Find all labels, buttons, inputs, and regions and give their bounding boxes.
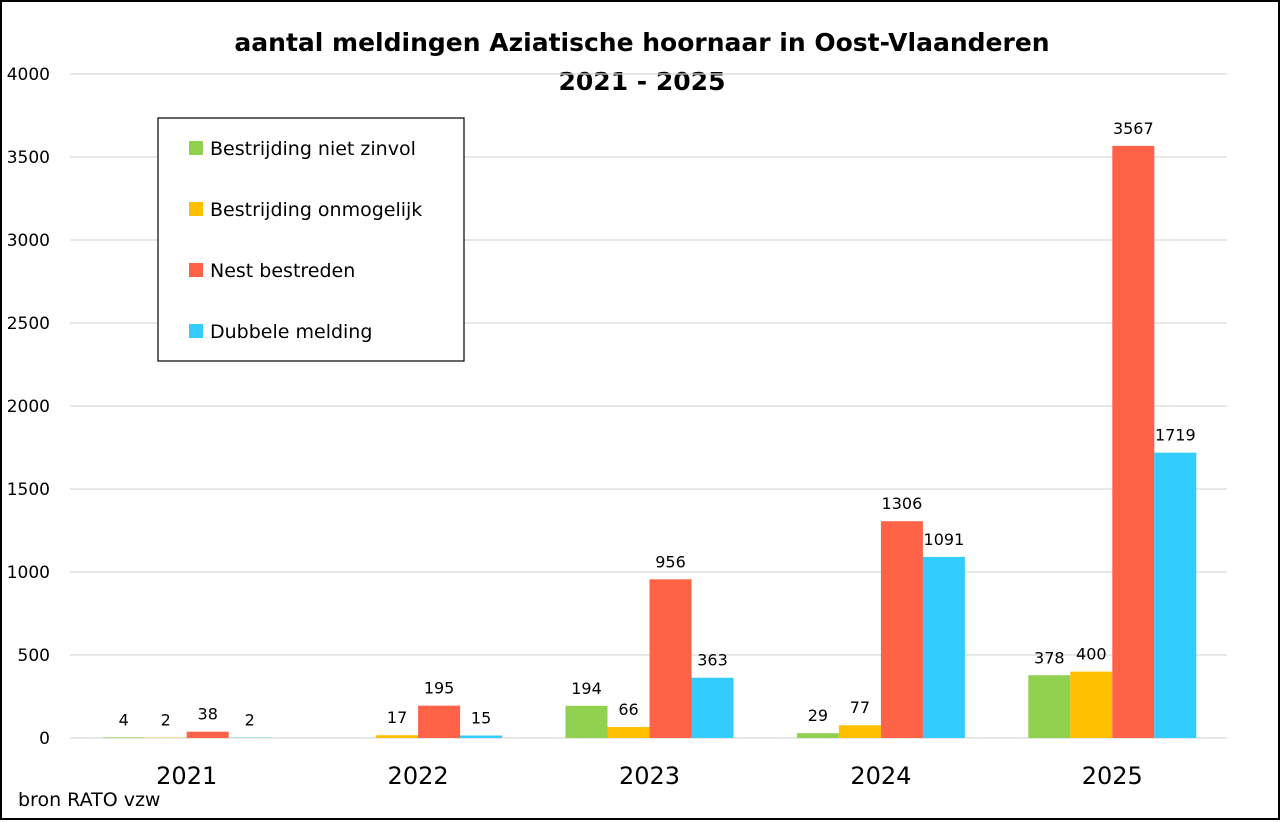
y-tick-label: 1000 [7,563,50,583]
data-label: 1091 [924,530,965,549]
x-tick-label: 2025 [1082,762,1143,790]
bar [1112,146,1154,738]
data-label: 4 [119,710,129,729]
legend-entry: Dubbele melding [210,321,372,343]
data-label: 363 [697,651,728,670]
data-label: 3567 [1113,119,1154,138]
source-note: bron RATO vzw [18,789,160,811]
y-tick-label: 4000 [7,65,50,85]
data-label: 2 [245,711,255,730]
y-tick-label: 1500 [7,480,50,500]
data-label: 77 [850,698,870,717]
data-label: 194 [571,679,602,698]
bar [797,733,839,738]
data-label: 2 [161,711,171,730]
data-label: 17 [387,708,407,727]
y-tick-label: 2000 [7,397,50,417]
bar [608,727,650,738]
legend-entry: Bestrijding niet zinvol [210,138,416,160]
bar [1070,672,1112,738]
bar [566,706,608,738]
y-tick-label: 3500 [7,148,50,168]
data-label: 1306 [882,494,923,513]
bar [418,706,460,738]
legend-swatch [189,141,203,155]
bar [460,736,502,738]
legend-entry: Bestrijding onmogelijk [210,199,422,221]
chart-subtitle: 2021 - 2025 [559,67,726,96]
legend-entry: Nest bestreden [210,260,355,282]
y-tick-label: 500 [18,646,50,666]
bar [923,557,965,738]
data-label: 378 [1034,648,1065,667]
data-label: 400 [1076,645,1107,664]
x-tick-label: 2023 [619,762,680,790]
bar [692,678,734,738]
data-label: 66 [618,700,638,719]
bar [1028,675,1070,738]
legend-swatch [189,263,203,277]
legend: Bestrijding niet zinvol Bestrijding onmog… [158,118,464,361]
bar [103,737,145,738]
y-tick-label: 3000 [7,231,50,251]
y-tick-label: 2500 [7,314,50,334]
bar [839,725,881,738]
data-label: 29 [808,706,828,725]
x-tick-label: 2021 [156,762,217,790]
bar [1154,453,1196,738]
bar [187,732,229,738]
legend-swatch [189,324,203,338]
data-label: 195 [424,679,455,698]
x-tick-label: 2024 [850,762,911,790]
bar [650,579,692,738]
data-label: 956 [655,552,686,571]
bar [881,521,923,738]
bar [376,735,418,738]
legend-swatch [189,202,203,216]
y-tick-label: 0 [39,729,50,749]
chart-title: aantal meldingen Aziatische hoornaar in … [234,28,1049,57]
data-label: 15 [471,709,491,728]
x-tick-label: 2022 [388,762,449,790]
data-label: 38 [198,705,218,724]
data-label: 1719 [1155,426,1196,445]
